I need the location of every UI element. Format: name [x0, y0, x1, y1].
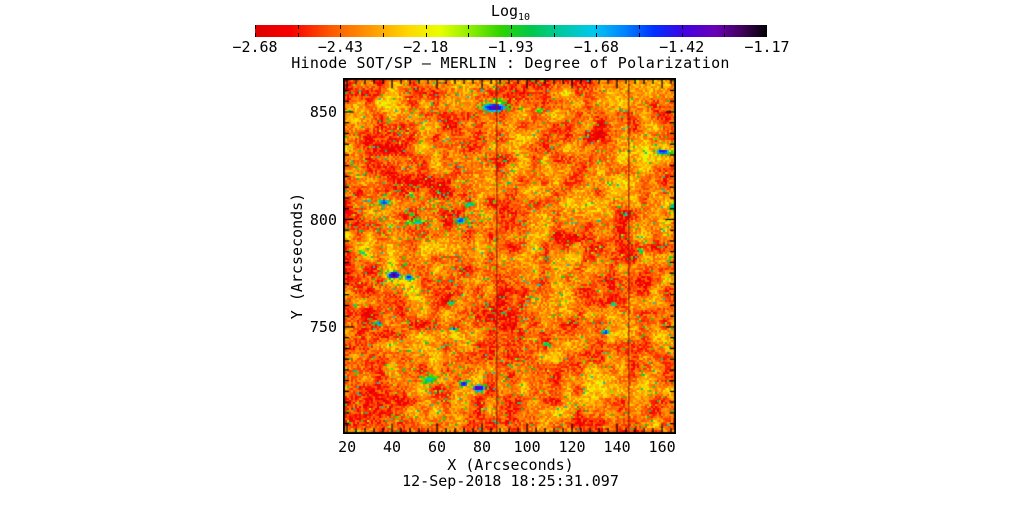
x-axis-tick-label: 20	[338, 438, 357, 456]
colorbar-tick-mark	[682, 25, 683, 29]
colorbar-tick-mark	[298, 25, 299, 29]
x-axis-tick-label: 140	[603, 438, 631, 456]
colorbar-tick-mark	[554, 33, 555, 37]
colorbar-tick-mark	[724, 25, 725, 29]
plot-title: Hinode SOT/SP — MERLIN : Degree of Polar…	[291, 54, 730, 72]
colorbar-tick-mark	[468, 25, 469, 29]
colorbar-tick-mark	[468, 33, 469, 37]
colorbar-tick-mark	[255, 25, 256, 29]
colorbar-tick-mark	[426, 33, 427, 37]
x-axis-tick-label: 80	[472, 438, 492, 456]
y-axis-tick-label: 800	[309, 210, 337, 229]
colorbar-tick-mark	[766, 25, 767, 29]
colorbar-tick-mark	[682, 33, 683, 37]
colorbar-tick-mark	[511, 33, 512, 37]
y-axis-label: Y (Arcseconds)	[288, 192, 306, 320]
colorbar-tick-label: −2.18	[403, 38, 449, 56]
colorbar-tick-mark	[596, 25, 597, 29]
colorbar-tick-mark	[554, 25, 555, 29]
colorbar-tick-mark	[426, 25, 427, 29]
colorbar-tick-mark	[766, 33, 767, 37]
colorbar-tick-mark	[255, 33, 256, 37]
x-axis-tick-label: 100	[513, 438, 541, 456]
colorbar-tick-label: −1.17	[744, 38, 790, 56]
colorbar-tick-mark	[724, 33, 725, 37]
colorbar-tick-label: −2.68	[232, 38, 278, 56]
x-axis-tick-label: 120	[558, 438, 586, 456]
x-axis-tick-label: 60	[427, 438, 447, 456]
colorbar-tick-mark	[340, 25, 341, 29]
colorbar-gradient	[255, 25, 767, 37]
colorbar-tick-mark	[383, 25, 384, 29]
x-axis-tick-label: 40	[382, 438, 402, 456]
colorbar-tick-label: −1.93	[488, 38, 534, 56]
y-axis-tick-labels: 750 800 850	[267, 78, 337, 434]
x-axis-label: X (Arcseconds)	[447, 456, 574, 474]
colorbar-tick-mark	[639, 25, 640, 29]
colorbar-tick-mark	[511, 25, 512, 29]
colorbar-tick-mark	[340, 33, 341, 37]
colorbar-tick-label: −2.43	[317, 38, 363, 56]
y-axis-tick-label: 850	[309, 103, 337, 121]
colorbar-tick-mark	[639, 33, 640, 37]
colorbar-tick-label: −1.42	[659, 38, 705, 56]
colorbar-tick-mark	[298, 33, 299, 37]
x-axis-tick-labels: 20 40 60 80 100 120 140 160	[338, 438, 676, 456]
y-axis-tick-label: 750	[309, 317, 337, 336]
colorbar-scale-label: Log10	[0, 2, 1021, 23]
colorbar-tick-mark	[383, 33, 384, 37]
x-axis-tick-label: 160	[648, 438, 676, 456]
colorbar-tick-label: −1.68	[573, 38, 619, 56]
colorbar-tick-mark	[596, 33, 597, 37]
timestamp: 12-Sep-2018 18:25:31.097	[402, 472, 619, 490]
colorbar-tick-labels: −2.68 −2.43 −2.18 −1.93 −1.68 −1.42 −1.17	[232, 38, 789, 56]
heatmap-canvas	[343, 78, 676, 434]
colorbar-scale-label-text: Log	[490, 2, 519, 20]
colorbar-scale-label-subscript: 10	[518, 12, 531, 23]
